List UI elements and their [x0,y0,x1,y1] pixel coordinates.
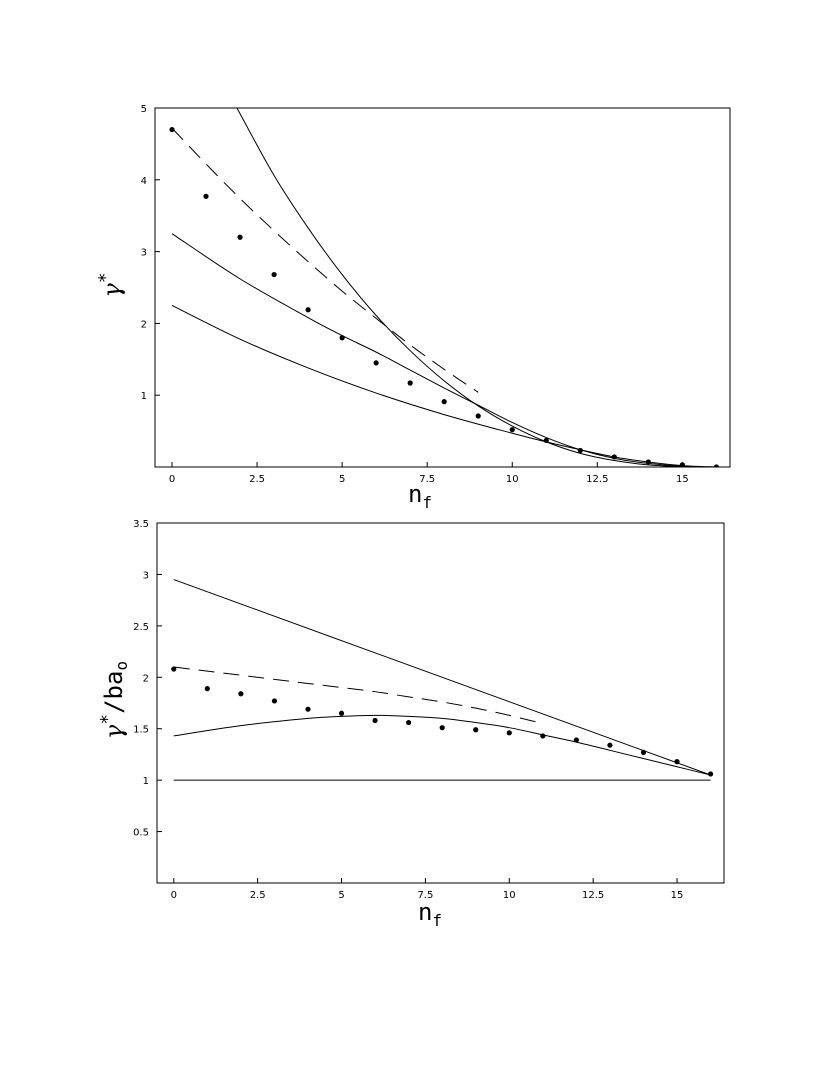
data-point [406,719,412,726]
x-axis-title: nf [418,898,442,930]
data-point [540,733,546,739]
data-point [679,462,685,467]
x-tick-label: 15 [676,474,689,485]
data-point [171,666,177,672]
data-point [473,727,479,733]
y-tick-label: 1 [141,391,147,402]
x-tick-label: 2.5 [249,474,265,485]
data-point [203,193,209,199]
data-point [338,710,345,716]
y-tick-label: 1.5 [133,725,149,736]
y-tick-label: 2 [143,673,149,684]
y-axis-title: γ*/bao [97,661,131,739]
top-chart: 0 2.5 5 7.5 10 12.5 15 1 2 3 4 5 nf γ* [95,104,731,512]
x-tick-label: 0 [169,474,175,485]
dashed-curve [171,127,479,393]
dashed-curve [173,666,543,725]
plot-area [169,108,719,467]
y-axis-title-rest: /ba [100,671,128,714]
x-tick-label: 5 [338,890,344,901]
data-point [305,307,311,313]
x-axis-title-sub: f [422,493,432,512]
y-tick-label: 3.5 [133,519,149,530]
x-tick-label: 12.5 [582,890,604,901]
x-tick-label: 12.5 [586,474,608,485]
data-point [204,686,210,692]
y-tick-label: 3 [141,248,147,259]
data-point [509,427,515,433]
y-tick-label: 0.5 [133,828,149,839]
solid-curve [173,579,711,776]
x-axis-title: nf [408,480,432,512]
data-point [271,698,278,704]
data-point [674,759,680,765]
plot-frame [156,522,725,884]
y-tick-label: 5 [141,104,147,115]
x-tick-label: 0 [171,890,177,901]
x-axis-title-sub: f [432,911,442,930]
data-point [339,335,345,341]
y-tick-label: 4 [141,176,147,187]
data-point [543,437,549,444]
bottom-chart: 0 2.5 5 7.5 10 12.5 15 0.5 1 1.5 2 2.5 3 3.5 nf γ*/bao [97,519,725,930]
data-point [238,691,244,697]
x-tick-label: 7.5 [417,890,433,901]
x-tick-label: 5 [339,474,345,485]
x-tick-label: 10 [503,890,516,901]
x-tick-label: 7.5 [419,474,435,485]
data-point [305,706,311,712]
data-point [640,749,647,755]
data-point [645,459,651,465]
data-point [475,413,481,419]
x-axis-title-main: n [408,480,422,508]
y-tick-label: 1 [143,776,149,787]
data-point [271,271,277,278]
data-point [577,447,583,454]
data-point [372,717,378,724]
data-point [407,380,413,386]
y-axis-title-main: γ [98,283,126,298]
y-axis-title-sub: o [112,661,131,671]
y-axis-title-sup: * [95,272,116,283]
y-tick-label: 2.5 [133,622,149,633]
solid-curve [236,108,717,467]
solid-curve [173,714,711,776]
x-tick-label: 2.5 [250,890,266,901]
data-point [607,742,613,748]
data-point [373,360,379,366]
data-point [441,399,447,405]
data-point [611,454,617,460]
y-axis-title: γ* [95,272,126,297]
plot-frame [154,107,731,468]
x-axis-title-main: n [418,898,432,926]
y-axis-title-main: γ [100,724,128,739]
data-point [237,234,243,240]
y-tick-label: 3 [143,570,149,581]
x-tick-label: 15 [671,890,684,901]
data-point [169,126,175,133]
y-tick-label: 2 [141,319,147,330]
data-point [713,464,719,467]
plot-area [171,579,714,781]
x-tick-label: 10 [506,474,519,485]
solid-curve [171,305,717,467]
solid-curve [171,233,717,467]
data-point [707,771,714,777]
y-axis-title-sup: * [97,714,118,725]
data-point [506,730,512,736]
data-point [573,737,579,743]
data-point [439,725,445,731]
